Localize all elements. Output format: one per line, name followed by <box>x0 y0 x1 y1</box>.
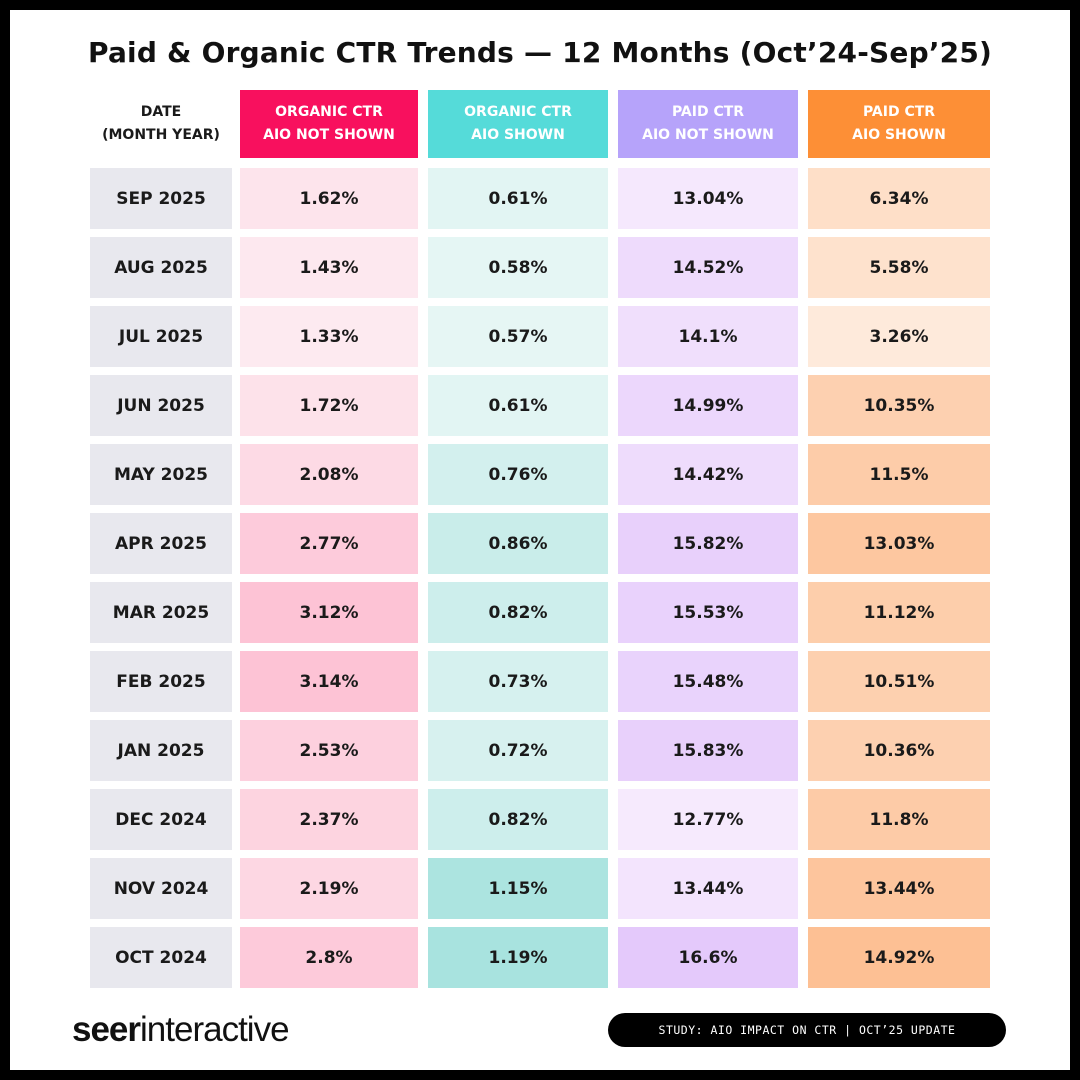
value-cell: 0.61% <box>428 168 608 229</box>
value-cell: 14.42% <box>618 444 798 505</box>
date-cell: NOV 2024 <box>90 858 232 919</box>
date-cell: FEB 2025 <box>90 651 232 712</box>
value-cell: 0.73% <box>428 651 608 712</box>
value-cell: 3.14% <box>240 651 418 712</box>
value-cell: 0.72% <box>428 720 608 781</box>
value-cell: 0.61% <box>428 375 608 436</box>
seer-interactive-logo: seerinteractive <box>72 1010 290 1049</box>
study-badge: STUDY: AIO IMPACT ON CTR | OCT’25 UPDATE <box>608 1013 1006 1047</box>
value-cell: 10.36% <box>808 720 990 781</box>
value-cell: 10.35% <box>808 375 990 436</box>
value-cell: 13.03% <box>808 513 990 574</box>
value-cell: 13.44% <box>808 858 990 919</box>
value-cell: 2.37% <box>240 789 418 850</box>
value-cell: 2.77% <box>240 513 418 574</box>
value-cell: 3.12% <box>240 582 418 643</box>
value-cell: 11.5% <box>808 444 990 505</box>
header-line: AIO SHOWN <box>852 127 946 143</box>
header-line: PAID CTR <box>671 104 745 120</box>
value-cell: 0.82% <box>428 582 608 643</box>
value-cell: 11.8% <box>808 789 990 850</box>
value-cell: 16.6% <box>618 927 798 988</box>
value-cell: 3.26% <box>808 306 990 367</box>
value-cell: 0.86% <box>428 513 608 574</box>
value-cell: 15.48% <box>618 651 798 712</box>
header-line: ORGANIC CTR <box>275 104 383 120</box>
header-line: PAID CTR <box>862 104 936 120</box>
value-cell: 2.19% <box>240 858 418 919</box>
value-cell: 13.04% <box>618 168 798 229</box>
value-cell: 1.15% <box>428 858 608 919</box>
header-2: ORGANIC CTR AIO SHOWN <box>428 90 608 158</box>
value-cell: 14.1% <box>618 306 798 367</box>
header-line: AIO SHOWN <box>471 127 565 143</box>
value-cell: 2.8% <box>240 927 418 988</box>
header-date: DATE (MONTH YEAR) <box>90 90 232 158</box>
date-cell: JUN 2025 <box>90 375 232 436</box>
value-cell: 10.51% <box>808 651 990 712</box>
value-cell: 15.53% <box>618 582 798 643</box>
value-cell: 1.62% <box>240 168 418 229</box>
value-cell: 1.72% <box>240 375 418 436</box>
value-cell: 14.99% <box>618 375 798 436</box>
value-cell: 2.08% <box>240 444 418 505</box>
value-cell: 0.58% <box>428 237 608 298</box>
value-cell: 5.58% <box>808 237 990 298</box>
date-cell: AUG 2025 <box>90 237 232 298</box>
value-cell: 1.33% <box>240 306 418 367</box>
value-cell: 0.57% <box>428 306 608 367</box>
value-cell: 12.77% <box>618 789 798 850</box>
value-cell: 14.52% <box>618 237 798 298</box>
value-cell: 1.19% <box>428 927 608 988</box>
date-cell: JAN 2025 <box>90 720 232 781</box>
header-4: PAID CTR AIO SHOWN <box>808 90 990 158</box>
value-cell: 15.83% <box>618 720 798 781</box>
value-cell: 6.34% <box>808 168 990 229</box>
date-cell: OCT 2024 <box>90 927 232 988</box>
date-cell: DEC 2024 <box>90 789 232 850</box>
value-cell: 13.44% <box>618 858 798 919</box>
value-cell: 0.82% <box>428 789 608 850</box>
value-cell: 2.53% <box>240 720 418 781</box>
header-line: AIO NOT SHOWN <box>263 127 395 143</box>
chart-title: Paid & Organic CTR Trends — 12 Months (O… <box>87 36 993 69</box>
header-1: ORGANIC CTR AIO NOT SHOWN <box>240 90 418 158</box>
header-line: DATE <box>140 104 182 120</box>
header-3: PAID CTR AIO NOT SHOWN <box>618 90 798 158</box>
header-line: ORGANIC CTR <box>464 104 572 120</box>
value-cell: 15.82% <box>618 513 798 574</box>
header-line: (MONTH YEAR) <box>102 127 220 143</box>
date-cell: JUL 2025 <box>90 306 232 367</box>
header-line: AIO NOT SHOWN <box>642 127 774 143</box>
date-cell: APR 2025 <box>90 513 232 574</box>
value-cell: 0.76% <box>428 444 608 505</box>
value-cell: 1.43% <box>240 237 418 298</box>
value-cell: 14.92% <box>808 927 990 988</box>
date-cell: MAY 2025 <box>90 444 232 505</box>
date-cell: SEP 2025 <box>90 168 232 229</box>
date-cell: MAR 2025 <box>90 582 232 643</box>
value-cell: 11.12% <box>808 582 990 643</box>
